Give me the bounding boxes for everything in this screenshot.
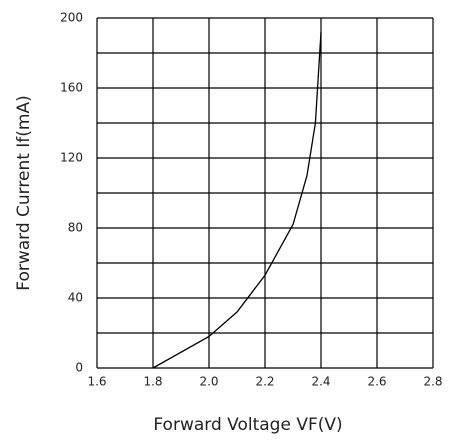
x-tick-label: 1.6	[87, 375, 106, 389]
x-tick-label: 2.0	[199, 375, 218, 389]
x-tick-label: 2.8	[423, 375, 442, 389]
y-tick-label: 40	[68, 291, 83, 305]
y-axis-title: Forward Current If(mA)	[14, 95, 34, 290]
y-tick-label: 160	[60, 81, 83, 95]
y-tick-label: 80	[68, 221, 83, 235]
y-tick-label: 200	[60, 11, 83, 25]
x-tick-label: 2.2	[255, 375, 274, 389]
data-line	[152, 31, 322, 369]
x-tick-label: 2.6	[367, 375, 386, 389]
y-tick-label: 120	[60, 151, 83, 165]
x-tick-label: 2.4	[311, 375, 330, 389]
x-tick-label: 1.8	[143, 375, 162, 389]
x-axis-title: Forward Voltage VF(V)	[153, 415, 342, 435]
y-tick-label: 0	[75, 361, 83, 375]
